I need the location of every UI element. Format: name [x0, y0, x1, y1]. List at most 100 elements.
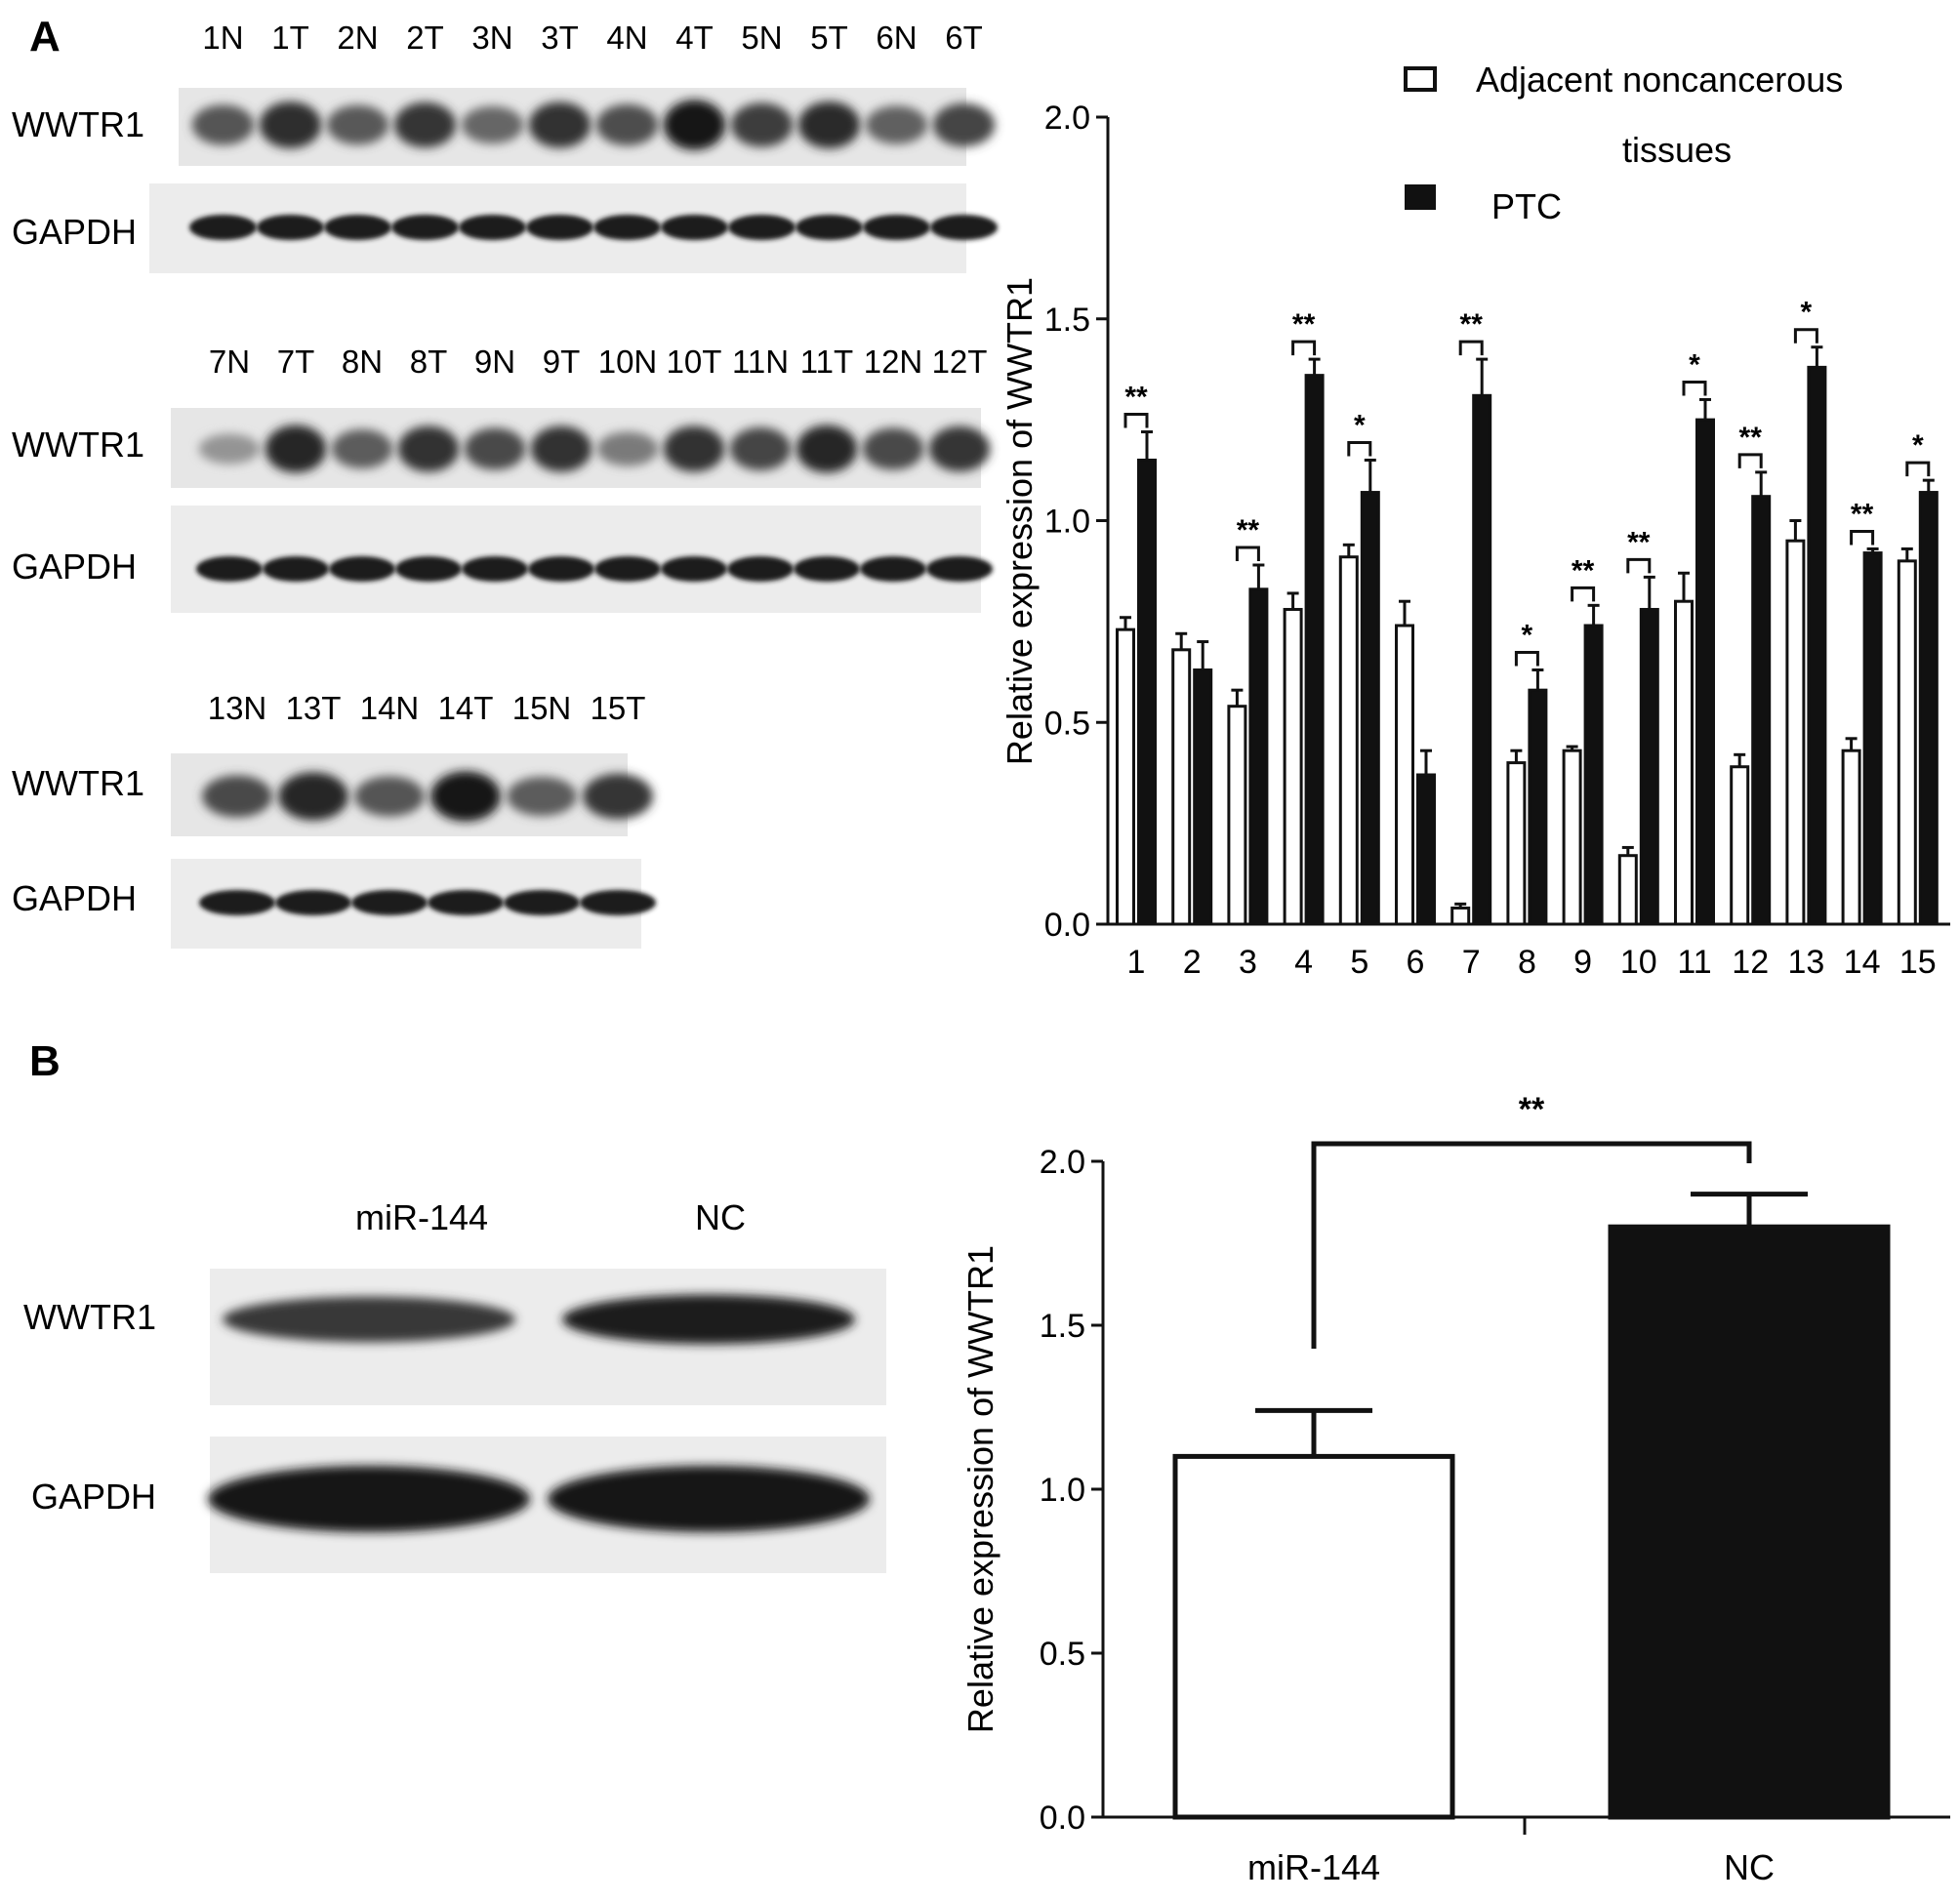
significance-marker: *: [1522, 619, 1533, 651]
blot2-gapdh-band: [926, 556, 993, 582]
bar-adjacent: [1730, 765, 1750, 926]
blotB-gapdh-label: GAPDH: [31, 1477, 156, 1517]
blotB-gapdh-band: [208, 1466, 530, 1532]
significance-bracket: [1291, 340, 1317, 356]
bar-ptc: [1807, 365, 1827, 926]
chart-a-y-tick-label: 1.0: [1044, 504, 1090, 541]
chart-a-y-tick-label: 1.5: [1044, 302, 1090, 339]
blot2-gapdh-band: [263, 556, 329, 582]
blot-group-2: 7N 7T 8N 8T 9N 9T 10N 10T 11N 11T 12N 12T WWTR1 GAP…: [12, 344, 993, 613]
bar-ptc: [1918, 491, 1939, 926]
blot2-gapdh-band: [462, 556, 528, 582]
blot1-wwtr1-band: [326, 104, 389, 145]
blot1-gapdh-band: [391, 215, 459, 240]
bar-ptc: [1360, 491, 1380, 926]
blot2-wwtr1-band: [663, 425, 725, 472]
blot1-wwtr1-band: [663, 100, 726, 150]
significance-bracket: [1123, 413, 1149, 428]
chart-a-x-tick-label: 4: [1294, 944, 1313, 981]
blot2-wwtr1-band: [464, 427, 526, 470]
blot3-gapdh-band: [199, 890, 275, 915]
blot3-wwtr1-band: [583, 773, 653, 820]
chart-a-x-tick-label: 1: [1127, 944, 1146, 981]
bar-mir144: [1172, 1453, 1455, 1820]
blot2-lane-label: 8N: [342, 344, 383, 380]
bar-adjacent: [1338, 555, 1359, 926]
blot1-lane-label: 4N: [606, 20, 647, 56]
bar-adjacent: [1897, 559, 1917, 926]
significance-marker: **: [1460, 308, 1484, 341]
significance-marker: **: [1237, 514, 1260, 546]
legend-swatch-adjacent: [1404, 66, 1437, 92]
bar-ptc: [1862, 551, 1883, 926]
blot2-gapdh-label: GAPDH: [12, 546, 137, 587]
blot1-gapdh-band: [930, 215, 998, 240]
blot1-gapdh-band: [728, 215, 796, 240]
blotB-bands: [208, 1294, 870, 1532]
significance-marker: **: [1519, 1091, 1545, 1128]
significance-bracket: [1571, 586, 1596, 602]
significance-bracket: [1514, 650, 1539, 667]
blot3-gapdh-label: GAPDH: [12, 878, 137, 918]
blot1-wwtr1-band: [932, 102, 996, 147]
blot3-lane-label: 15T: [591, 690, 646, 726]
blot1-lane-labels: 1N 1T 2N 2T 3N 3T 4N 4T 5N 5T 6N 6T: [202, 20, 982, 56]
blot1-lane-label: 3T: [541, 20, 579, 56]
chart-b-x-tick-labels: miR-144 NC: [1247, 1847, 1775, 1887]
blot3-bands: [199, 771, 656, 915]
significance-marker: **: [1292, 308, 1316, 341]
chart-a-x-tick-label: 6: [1407, 944, 1425, 981]
bar-adjacent: [1785, 539, 1806, 926]
bar-ptc: [1193, 668, 1213, 926]
bar-adjacent: [1841, 749, 1861, 926]
chart-b-y-axis-title: Relative expression of WWTR1: [960, 1245, 1000, 1733]
blot3-wwtr1-label: WWTR1: [12, 763, 144, 803]
blot3-gapdh-band: [504, 890, 580, 915]
blotB-lane-label-mir144: miR-144: [355, 1197, 488, 1237]
blot3-lane-label: 13T: [286, 690, 342, 726]
blot1-gapdh-band: [661, 215, 728, 240]
blot2-wwtr1-band: [331, 428, 393, 469]
blot1-wwtr1-band: [730, 102, 794, 147]
significance-bracket: [1235, 546, 1260, 561]
bar-adjacent: [1227, 705, 1247, 926]
significance-bracket: [1682, 380, 1707, 396]
bar-adjacent: [1450, 906, 1471, 926]
chart-b-y-tick-label: 1.0: [1040, 1472, 1085, 1509]
blot2-lane-label: 12N: [864, 344, 923, 380]
chart-a-x-tick-label: 13: [1787, 944, 1824, 981]
bar-adjacent: [1506, 761, 1527, 926]
blot1-wwtr1-band: [797, 101, 861, 149]
blot2-gapdh-band: [860, 556, 926, 582]
bar-ptc: [1751, 495, 1772, 926]
blotB-wwtr1-label: WWTR1: [23, 1297, 156, 1337]
chart-b-y-ticks: 0.0 0.5 1.0 1.5 2.0: [1040, 1144, 1103, 1837]
blot3-lane-label: 15N: [512, 690, 572, 726]
blot1-lane-label: 5T: [810, 20, 848, 56]
bar-ptc: [1639, 607, 1659, 926]
legend-label-adjacent-line1: Adjacent noncancerous: [1476, 60, 1843, 100]
blot3-lane-labels: 13N 13T 14N 14T 15N 15T: [208, 690, 646, 726]
blot1-wwtr1-band: [595, 103, 659, 146]
bar-ptc: [1416, 773, 1436, 926]
bar-ptc: [1304, 374, 1325, 926]
chart-a-y-tick-label: 0.5: [1044, 705, 1090, 742]
blot2-wwtr1-band: [729, 426, 792, 471]
chart-a-bars: *********************: [1116, 297, 1939, 926]
blot3-gapdh-band: [428, 890, 504, 915]
chart-a-y-tick-label: 2.0: [1044, 100, 1090, 137]
significance-marker: *: [1689, 348, 1700, 381]
panel-a-letter: A: [29, 13, 61, 61]
blot3-wwtr1-band: [354, 776, 425, 817]
chart-a-x-tick-label: 7: [1462, 944, 1481, 981]
blot1-wwtr1-band: [191, 104, 255, 145]
blot1-wwtr1-band: [259, 101, 322, 148]
blot1-lane-label: 1T: [271, 20, 309, 56]
significance-bracket: [1850, 529, 1875, 546]
significance-marker: **: [1851, 498, 1874, 530]
chart-a-x-tick-label: 12: [1732, 944, 1769, 981]
blot2-lane-label: 9T: [543, 344, 581, 380]
blot2-lane-label: 11N: [732, 344, 789, 380]
significance-marker: **: [1572, 554, 1595, 587]
